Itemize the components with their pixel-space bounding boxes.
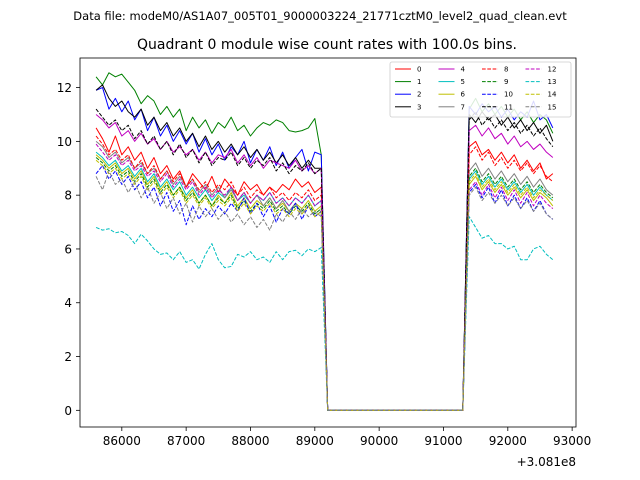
plot-area — [80, 58, 576, 427]
legend-label-7: 7 — [461, 103, 465, 111]
y-tick-label: 10 — [57, 135, 72, 149]
legend-label-13: 13 — [548, 78, 557, 86]
legend-label-12: 12 — [548, 66, 557, 74]
legend-label-15: 15 — [548, 103, 557, 111]
y-tick-label: 12 — [57, 81, 72, 95]
plot-frame — [79, 57, 577, 428]
legend-label-9: 9 — [504, 78, 508, 86]
x-offset-label: +3.081e8 — [517, 455, 576, 469]
legend-label-1: 1 — [417, 78, 421, 86]
legend-label-10: 10 — [504, 91, 513, 99]
series-line-13 — [95, 216, 554, 411]
legend-label-0: 0 — [417, 66, 421, 74]
x-tick-label: 88000 — [231, 434, 269, 448]
x-tick-label: 89000 — [296, 434, 334, 448]
legend-label-2: 2 — [417, 91, 421, 99]
x-tick-label: 93000 — [553, 434, 591, 448]
x-tick-label: 91000 — [424, 434, 462, 448]
x-tick-label: 86000 — [103, 434, 141, 448]
series-line-15 — [95, 170, 554, 411]
y-tick-label: 2 — [64, 350, 72, 364]
y-tick-label: 8 — [64, 189, 72, 203]
data-file-label: Data file: modeM0/AS1A07_005T01_90000032… — [73, 9, 567, 23]
legend-label-3: 3 — [417, 103, 421, 111]
legend-label-14: 14 — [548, 91, 557, 99]
series-layer — [95, 72, 554, 411]
legend-label-8: 8 — [504, 66, 508, 74]
legend-label-5: 5 — [461, 78, 465, 86]
legend-label-11: 11 — [504, 103, 513, 111]
x-tick-label: 87000 — [167, 434, 205, 448]
legend-label-4: 4 — [461, 66, 466, 74]
y-tick-label: 0 — [64, 404, 72, 418]
legend-box — [389, 61, 572, 118]
legend-label-6: 6 — [461, 91, 466, 99]
y-tick-label: 4 — [64, 296, 72, 310]
series-line-14 — [95, 159, 554, 411]
chart-title: Quadrant 0 module wise count rates with … — [137, 37, 517, 53]
y-axis: 0 2 4 6 8 10 12 — [57, 81, 80, 418]
x-tick-label: 90000 — [360, 434, 398, 448]
x-axis: 86000 87000 88000 89000 90000 91000 92000 93000 — [103, 427, 591, 448]
x-tick-label: 92000 — [489, 434, 527, 448]
y-tick-label: 6 — [64, 242, 72, 256]
